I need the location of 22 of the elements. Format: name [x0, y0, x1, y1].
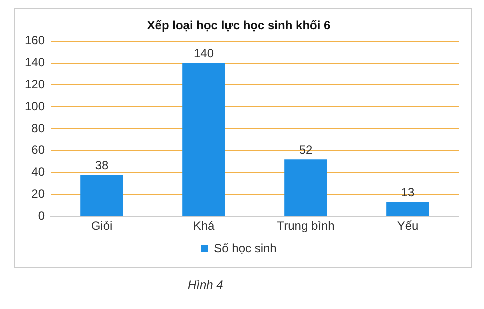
text: Hình 4	[188, 278, 224, 292]
x-tick-label: Khá	[193, 219, 216, 234]
bar	[182, 63, 226, 216]
bar	[284, 160, 328, 216]
bar	[80, 174, 124, 216]
chart-title: Xếp loại học lực học sinh khối 6	[147, 18, 332, 33]
bar	[386, 202, 430, 216]
y-tick-label: 160	[24, 34, 46, 48]
y-tick-label: 60	[32, 143, 46, 158]
y-tick-label: 0	[38, 208, 46, 223]
y-tick-label: 140	[24, 56, 46, 70]
x-tick-label: Trung bình	[277, 219, 335, 234]
x-tick-label: Giỏi	[91, 219, 113, 234]
y-tick-label: 40	[32, 165, 46, 180]
y-tick-label: 100	[24, 99, 46, 114]
y-tick-label: 20	[32, 187, 46, 202]
legend-label: Số học sinh	[214, 241, 277, 256]
data-label: 38	[95, 158, 110, 172]
data-label: 140	[194, 46, 214, 61]
y-tick-label: 120	[24, 78, 46, 92]
y-tick-label: 80	[32, 121, 46, 136]
x-tick-label: Yếu	[397, 219, 419, 234]
